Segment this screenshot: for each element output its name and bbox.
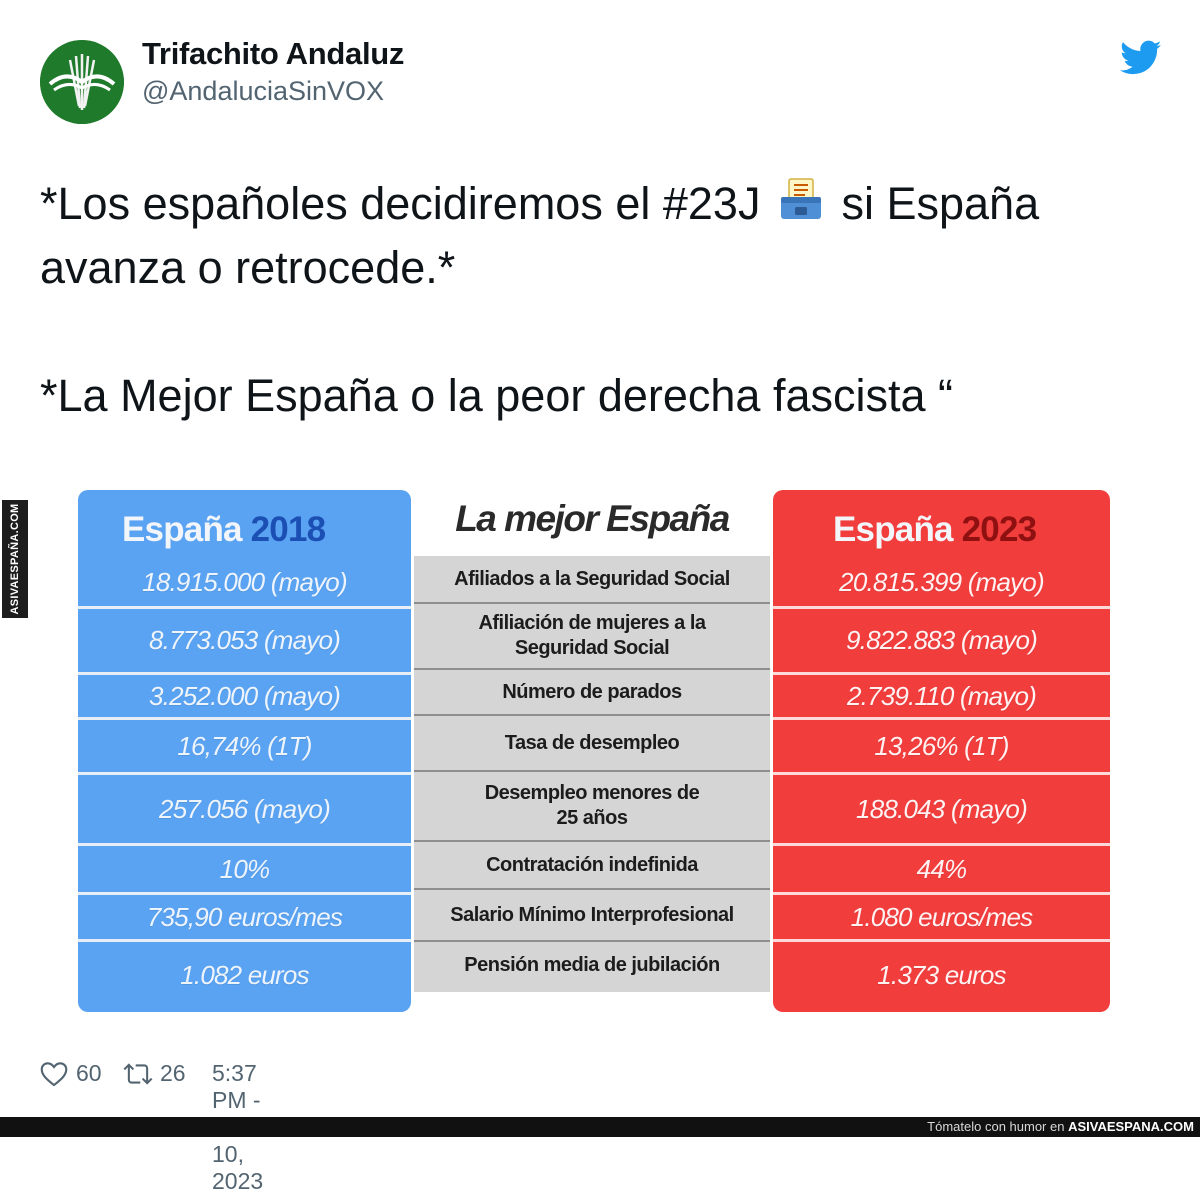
author-name[interactable]: Trifachito Andaluz	[142, 36, 405, 71]
tweet-image-infographic[interactable]: España 2018 18.915.000 (mayo) 8.773.053 …	[70, 484, 1118, 1024]
retweet-count: 26	[160, 1060, 186, 1086]
value-2018: 18.915.000 (mayo)	[142, 566, 347, 597]
value-2023: 13,26% (1T)	[874, 730, 1009, 761]
value-2018: 257.056 (mayo)	[159, 793, 331, 824]
value-2023: 1.080 euros/mes	[850, 901, 1033, 932]
author-handle[interactable]: @AndaluciaSinVOX	[142, 76, 385, 106]
value-2023: 44%	[916, 853, 967, 884]
value-2018: 16,74% (1T)	[177, 730, 312, 761]
value-2018: 735,90 euros/mes	[146, 901, 343, 932]
side-watermark: ASIVAESPAÑA.COM	[2, 500, 28, 618]
retweet-button[interactable]: 26	[122, 1060, 186, 1087]
infographic-title: La mejor España	[455, 498, 730, 539]
value-2018: 8.773.053 (mayo)	[149, 625, 341, 655]
indicator-label: Pensión media de jubilación	[464, 953, 720, 976]
indicator-label: Número de parados	[502, 680, 682, 703]
footer-text: Tómatelo con humor en	[927, 1119, 1065, 1134]
column-2023-header: España 2023	[833, 510, 1037, 549]
value-2023: 9.822.883 (mayo)	[846, 625, 1038, 655]
twitter-bird-icon[interactable]	[1120, 40, 1162, 76]
footer-watermark: Tómatelo con humor en ASIVAESPANA.COM	[0, 1117, 1200, 1137]
value-2023: 20.815.399 (mayo)	[839, 566, 1044, 597]
indicator-label: Afiliación de mujeres a la Seguridad Soc…	[478, 612, 706, 659]
indicator-label: Desempleo menores de 25 años	[484, 782, 700, 829]
footer-brand[interactable]: ASIVAESPANA.COM	[1068, 1119, 1194, 1134]
tweet-line-3: *La Mejor España o la peor derecha fasci…	[40, 370, 954, 421]
like-button[interactable]: 60	[40, 1060, 102, 1087]
tweet-line-1: *Los españoles decidiremos el #23J si Es…	[40, 172, 1160, 236]
value-2018: 10%	[219, 853, 270, 884]
column-2018-header: España 2018	[122, 510, 326, 549]
tweet-text-part: si España	[841, 178, 1040, 229]
indicator-label: Contratación indefinida	[486, 853, 698, 876]
value-2023: 188.043 (mayo)	[856, 793, 1028, 824]
indicator-label: Salario Mínimo Interprofesional	[450, 903, 734, 926]
value-2018: 3.252.000 (mayo)	[149, 680, 341, 711]
ballot-box-icon	[779, 174, 823, 219]
avatar[interactable]	[40, 40, 124, 124]
tweet-text: *Los españoles decidiremos el #23J si Es…	[40, 172, 1160, 428]
tweet-line-2: avanza o retrocede.*	[40, 242, 456, 293]
retweet-icon	[123, 1062, 153, 1085]
column-2023: España 2023 20.815.399 (mayo) 9.822.883 …	[773, 490, 1110, 1012]
like-count: 60	[76, 1060, 102, 1086]
indicator-label: Afiliados a la Seguridad Social	[454, 567, 730, 590]
indicator-column: Afiliados a la Seguridad Social Afiliaci…	[414, 556, 770, 992]
tweet-text-part: *Los españoles decidiremos el #23J	[40, 178, 761, 229]
avatar-logo-icon	[40, 40, 124, 124]
indicator-label: Tasa de desempleo	[504, 731, 680, 754]
heart-icon	[40, 1061, 68, 1086]
value-2023: 2.739.110 (mayo)	[846, 680, 1037, 711]
value-2018: 1.082 euros	[180, 959, 309, 990]
value-2023: 1.373 euros	[877, 959, 1006, 990]
column-2018: España 2018 18.915.000 (mayo) 8.773.053 …	[78, 490, 411, 1012]
